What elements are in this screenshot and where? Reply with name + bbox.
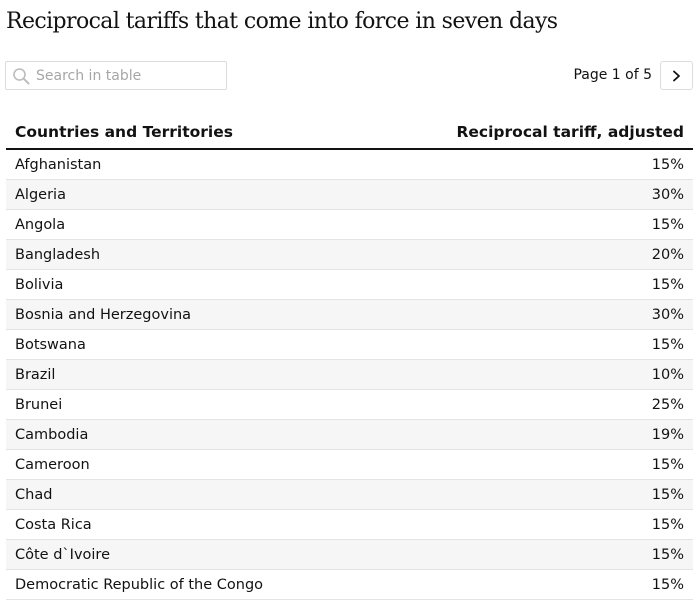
table-row: Botswana 15% [6, 330, 693, 360]
tariff-cell: 15% [651, 517, 684, 533]
next-page-button[interactable] [660, 61, 693, 90]
table-row: Brazil 10% [6, 360, 693, 390]
country-cell: Algeria [15, 187, 66, 203]
country-cell: Botswana [15, 337, 86, 353]
search-icon [12, 67, 30, 85]
chevron-right-icon [673, 70, 680, 82]
country-cell: Bosnia and Herzegovina [15, 307, 192, 323]
search-box[interactable] [5, 61, 227, 90]
country-cell: Chad [15, 487, 53, 503]
country-cell: Democratic Republic of the Congo [15, 577, 264, 593]
tariff-cell: 15% [651, 277, 684, 293]
table-row: Cameroon 15% [6, 450, 693, 480]
country-cell: Brunei [15, 397, 63, 413]
page-indicator: Page 1 of 5 [573, 67, 652, 83]
table-row: Chad 15% [6, 480, 693, 510]
country-cell: Cameroon [15, 457, 90, 473]
table-row: Afghanistan 15% [6, 150, 693, 180]
tariff-cell: 15% [651, 217, 684, 233]
column-header-country[interactable]: Countries and Territories [15, 123, 233, 141]
tariff-cell: 30% [651, 307, 684, 323]
tariff-cell: 15% [651, 157, 684, 173]
table-row: Algeria 30% [6, 180, 693, 210]
tariff-cell: 15% [651, 547, 684, 563]
country-cell: Côte d`Ivoire [15, 547, 110, 563]
country-cell: Bangladesh [15, 247, 101, 263]
table-row: Bolivia 15% [6, 270, 693, 300]
table-row: Angola 15% [6, 210, 693, 240]
country-cell: Cambodia [15, 427, 89, 443]
tariff-cell: 15% [651, 577, 684, 593]
table-row: Costa Rica 15% [6, 510, 693, 540]
tariff-cell: 25% [651, 397, 684, 413]
table-row: Bangladesh 20% [6, 240, 693, 270]
table-header: Countries and Territories Reciprocal tar… [6, 118, 693, 150]
country-cell: Afghanistan [15, 157, 102, 173]
country-cell: Costa Rica [15, 517, 92, 533]
tariff-table: Countries and Territories Reciprocal tar… [6, 118, 693, 600]
table-row: Brunei 25% [6, 390, 693, 420]
column-header-tariff[interactable]: Reciprocal tariff, adjusted [456, 123, 684, 141]
tariff-cell: 15% [651, 337, 684, 353]
tariff-cell: 15% [651, 457, 684, 473]
tariff-cell: 10% [651, 367, 684, 383]
table-row: Côte d`Ivoire 15% [6, 540, 693, 570]
country-cell: Angola [15, 217, 66, 233]
country-cell: Bolivia [15, 277, 64, 293]
table-row: Democratic Republic of the Congo 15% [6, 570, 693, 600]
search-input[interactable] [36, 63, 221, 88]
tariff-cell: 19% [651, 427, 684, 443]
country-cell: Brazil [15, 367, 56, 383]
table-body: Afghanistan 15% Algeria 30% Angola 15% Banglad… [6, 150, 693, 600]
tariff-cell: 30% [651, 187, 684, 203]
table-row: Bosnia and Herzegovina 30% [6, 300, 693, 330]
page-title: Reciprocal tariffs that come into force … [6, 9, 558, 34]
table-row: Cambodia 19% [6, 420, 693, 450]
tariff-cell: 15% [651, 487, 684, 503]
tariff-cell: 20% [651, 247, 684, 263]
